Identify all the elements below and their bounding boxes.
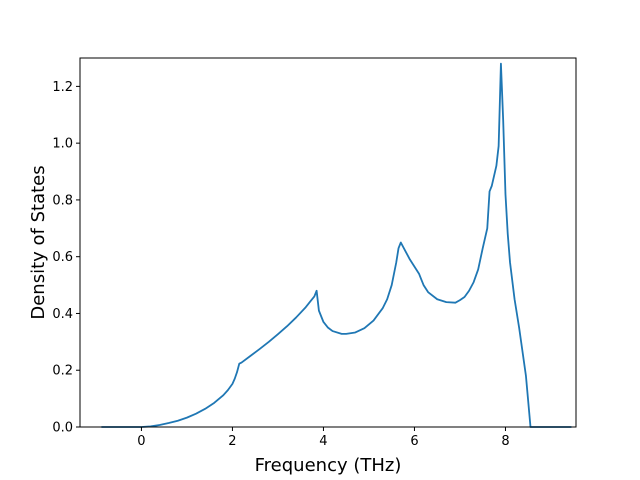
y-tick-label: 0.2 bbox=[52, 364, 73, 379]
x-tick-label: 4 bbox=[319, 434, 327, 449]
y-tick-label: 0.6 bbox=[52, 250, 73, 265]
plot-area bbox=[101, 62, 572, 428]
plot-frame bbox=[79, 57, 577, 428]
x-tick-label: 6 bbox=[410, 434, 418, 449]
y-tick-label: 0.4 bbox=[52, 307, 73, 322]
x-tick-label: 0 bbox=[137, 434, 145, 449]
y-tick-label: 1.0 bbox=[52, 137, 73, 152]
y-tick-label: 0.8 bbox=[52, 193, 73, 208]
y-axis-label: Density of States bbox=[28, 165, 49, 319]
x-axis-ticks: 0 2 4 6 8 bbox=[137, 427, 510, 449]
y-axis-ticks: 0.0 0.2 0.4 0.6 0.8 1.0 1.2 bbox=[52, 80, 80, 436]
y-tick-label: 1.2 bbox=[52, 80, 73, 95]
x-tick-label: 2 bbox=[228, 434, 236, 449]
x-axis-label: Frequency (THz) bbox=[255, 455, 402, 476]
dos-series-line-0 bbox=[101, 62, 572, 428]
x-tick-label: 8 bbox=[501, 434, 509, 449]
y-tick-label: 0.0 bbox=[52, 421, 73, 436]
